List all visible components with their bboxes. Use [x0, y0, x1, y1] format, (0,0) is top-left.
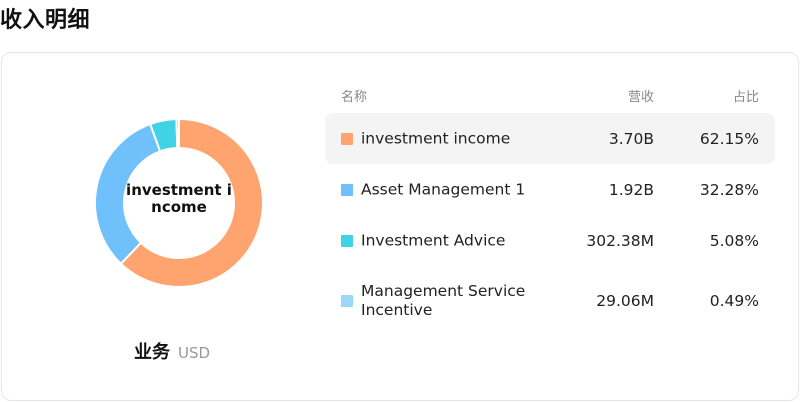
table-row[interactable]: Asset Management 1 1.92B 32.28%	[325, 164, 775, 215]
donut-slice-1[interactable]	[119, 117, 264, 288]
row-revenue: 302.38M	[586, 231, 654, 250]
row-share: 62.15%	[699, 129, 759, 148]
header-revenue: 营收	[627, 90, 654, 105]
legend-swatch	[341, 132, 353, 145]
row-name: Investment Advice	[361, 231, 506, 249]
row-revenue: 3.70B	[608, 129, 654, 148]
donut-slice-4[interactable]	[175, 117, 180, 150]
legend-swatch	[341, 234, 353, 247]
revenue-table: investment income 3.70B 62.15% Asset Man…	[325, 113, 775, 336]
legend-swatch	[341, 183, 353, 196]
row-share: 5.08%	[709, 231, 759, 250]
revenue-card	[1, 52, 799, 401]
row-name: Management Service Incentive	[361, 282, 526, 319]
row-revenue: 29.06M	[596, 292, 654, 310]
table-row[interactable]: investment income 3.70B 62.15%	[325, 113, 775, 164]
row-share: 32.28%	[699, 180, 759, 199]
row-name: investment income	[361, 129, 511, 147]
donut-center-label: investment income	[126, 181, 232, 216]
revenue-donut-chart[interactable]: investment income	[92, 112, 266, 294]
table-header: 名称 营收 占比	[325, 86, 775, 106]
row-share: 0.49%	[709, 292, 759, 310]
legend-swatch	[341, 295, 353, 307]
row-name: Asset Management 1	[361, 180, 526, 198]
row-revenue: 1.92B	[608, 180, 654, 199]
segment-title: 业务	[134, 342, 170, 363]
currency-unit: USD	[178, 344, 211, 362]
table-row[interactable]: Investment Advice 302.38M 5.08%	[325, 215, 775, 266]
header-share: 占比	[732, 90, 759, 105]
header-name: 名称	[341, 90, 368, 105]
donut-svg	[94, 117, 264, 288]
table-row[interactable]: Management Service Incentive 29.06M 0.49…	[325, 266, 775, 336]
page-title: 收入明细	[0, 8, 91, 33]
segment-caption: 业务 USD	[134, 338, 210, 364]
